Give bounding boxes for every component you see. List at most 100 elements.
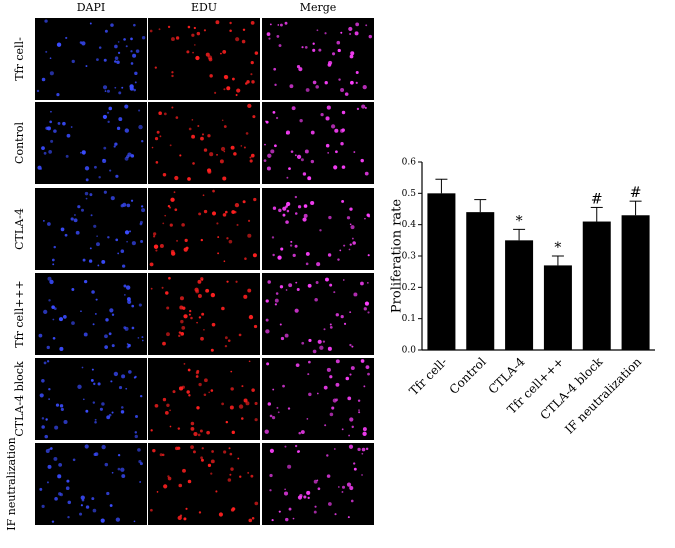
cell-dot — [100, 518, 105, 523]
cell-dot — [291, 106, 296, 111]
cell-dot — [117, 252, 120, 255]
cell-dot — [59, 404, 64, 408]
cell-dot — [252, 253, 257, 258]
cell-dot — [110, 380, 113, 383]
cell-dot — [290, 150, 294, 153]
cell-dot — [41, 146, 45, 151]
cell-dot — [131, 241, 136, 246]
cell-dot — [51, 305, 55, 309]
cell-dot — [215, 20, 220, 25]
cell-dot — [113, 145, 116, 148]
cell-dot — [104, 90, 107, 92]
cell-dot — [46, 481, 49, 484]
significance-mark: * — [554, 240, 561, 256]
y-tick-label: 0.6 — [402, 158, 417, 168]
cell-dot — [66, 133, 71, 138]
cell-dot — [333, 291, 336, 294]
cell-dot — [187, 368, 191, 372]
cell-dot — [191, 119, 194, 121]
cell-dot — [294, 154, 297, 157]
cell-dot — [82, 258, 86, 262]
cell-dot — [89, 247, 92, 250]
cell-dot — [221, 306, 225, 311]
cell-dot — [124, 326, 129, 331]
cell-dot — [264, 429, 269, 434]
cell-dot — [155, 249, 158, 252]
cell-dot — [334, 128, 339, 133]
cell-dot — [349, 33, 351, 35]
cell-dot — [181, 325, 186, 330]
cell-dot — [179, 296, 184, 301]
cell-dot — [354, 31, 359, 36]
cell-dot — [325, 277, 329, 282]
bar — [543, 265, 572, 350]
cell-dot — [207, 55, 213, 60]
cell-dot — [106, 89, 110, 93]
cell-dot — [49, 57, 52, 59]
cell-dot — [274, 144, 277, 148]
cell-dot — [316, 262, 321, 267]
cell-dot — [284, 21, 288, 25]
cell-dot — [96, 242, 100, 247]
cell-dot — [358, 409, 360, 411]
cell-dot — [203, 378, 208, 383]
cell-dot — [167, 25, 171, 29]
cell-dot — [223, 88, 226, 91]
cell-dot — [235, 94, 238, 97]
cell-dot — [269, 23, 272, 26]
cell-dot — [49, 447, 53, 450]
cell-dot — [93, 224, 97, 228]
cell-dot — [139, 394, 143, 398]
cell-dot — [355, 22, 360, 27]
cell-dot — [180, 319, 184, 324]
cell-dot — [243, 146, 246, 149]
micrograph — [35, 443, 147, 525]
cell-dot — [360, 281, 364, 286]
cell-dot — [110, 196, 115, 201]
cell-dot — [285, 517, 289, 522]
cell-dot — [360, 359, 365, 363]
cell-dot — [245, 401, 250, 406]
cell-dot — [152, 235, 156, 238]
cell-dot — [364, 106, 367, 109]
significance-mark: # — [591, 191, 603, 207]
cell-dot — [94, 165, 97, 169]
cell-dot — [94, 312, 97, 315]
cell-dot — [92, 323, 95, 326]
cell-dot — [79, 512, 83, 516]
cell-dot — [349, 223, 352, 226]
cell-dot — [114, 142, 118, 146]
cell-dot — [249, 159, 253, 163]
cell-dot — [333, 165, 338, 170]
cell-dot — [301, 46, 304, 49]
cell-dot — [224, 210, 228, 214]
cell-dot — [362, 427, 367, 432]
cell-dot — [151, 146, 154, 149]
cell-dot — [254, 51, 259, 55]
cell-dot — [247, 219, 251, 222]
cell-dot — [195, 289, 200, 294]
cell-dot — [138, 124, 143, 130]
cell-dot — [361, 104, 366, 109]
cell-dot — [348, 248, 351, 251]
cell-dot — [330, 124, 336, 129]
cell-dot — [96, 235, 98, 237]
cell-dot — [41, 77, 46, 82]
cell-dot — [158, 28, 161, 31]
cell-dot — [349, 311, 352, 314]
cell-dot — [289, 244, 293, 247]
cell-dot — [198, 511, 202, 514]
cell-dot — [102, 158, 105, 161]
cell-dot — [329, 325, 333, 329]
cell-dot — [335, 313, 339, 317]
cell-dot — [268, 37, 271, 40]
cell-dot — [301, 341, 305, 345]
cell-dot — [131, 304, 135, 308]
cell-dot — [305, 262, 309, 266]
cell-dot — [254, 501, 259, 506]
cell-dot — [85, 178, 89, 182]
cell-dot — [355, 81, 358, 84]
cell-dot — [92, 401, 96, 404]
row-label-group: CTLA-4 — [13, 208, 26, 250]
cell-dot — [224, 336, 228, 340]
